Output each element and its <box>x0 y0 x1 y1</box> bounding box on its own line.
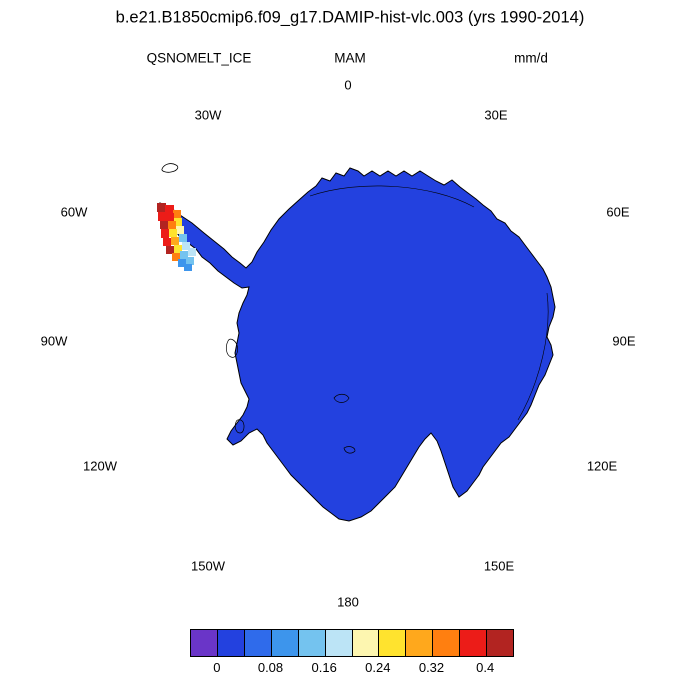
melt-patch <box>172 253 180 261</box>
melt-patch <box>163 238 171 246</box>
lon-label-60e: 60E <box>606 204 630 220</box>
colorbar-cell <box>244 630 272 656</box>
lon-label-150e: 150E <box>483 558 515 574</box>
colorbar-ticks: 0 0.08 0.16 0.24 0.32 0.4 <box>190 660 512 676</box>
lon-label-180: 180 <box>337 594 359 610</box>
colorbar-cell <box>406 630 434 656</box>
lon-label-30w: 30W <box>194 107 222 123</box>
melt-patch <box>173 210 181 218</box>
peninsula-melt-patches <box>157 203 196 271</box>
melt-patch <box>171 237 179 245</box>
melt-patch <box>188 248 196 256</box>
colorbar-tick-label: 0 <box>213 660 221 675</box>
colorbar-tick-label: 0.08 <box>257 660 284 675</box>
melt-patch <box>168 221 176 229</box>
melt-patch <box>160 221 168 229</box>
colorbar-tick-label: 0.16 <box>311 660 337 675</box>
melt-patch <box>182 242 190 250</box>
colorbar-tick-label: 0.24 <box>365 660 391 675</box>
melt-patch <box>158 212 166 221</box>
coastline-contours <box>309 185 549 421</box>
melt-patch <box>179 234 187 242</box>
melt-patch <box>184 264 192 271</box>
melt-patch <box>157 203 166 212</box>
melt-patch <box>166 213 174 221</box>
colorbar-cell <box>352 630 380 656</box>
melt-patch <box>166 246 174 254</box>
island-outline <box>161 163 179 173</box>
melt-patch <box>165 205 174 213</box>
figure-title: b.e21.B1850cmip6.f09_g17.DAMIP-hist-vlc.… <box>115 8 585 27</box>
colorbar-cell <box>460 630 488 656</box>
colorbar-cell <box>379 630 407 656</box>
colorbar-cell <box>487 630 514 656</box>
melt-patch <box>176 226 184 234</box>
units-label: mm/d <box>514 50 548 66</box>
lon-label-90e: 90E <box>612 333 636 349</box>
lon-label-0: 0 <box>344 77 352 93</box>
lon-label-90w: 90W <box>40 333 68 349</box>
grounding-line-contours <box>225 338 356 454</box>
season-label: MAM <box>334 50 366 66</box>
lon-label-150w: 150W <box>191 558 225 574</box>
melt-patch <box>169 229 177 237</box>
melt-patch <box>174 245 182 253</box>
colorbar-cell <box>217 630 245 656</box>
melt-patch <box>178 259 186 267</box>
lon-label-120w: 120W <box>83 458 117 474</box>
lon-label-60w: 60W <box>60 204 88 220</box>
colorbar-tick-label: 0.4 <box>476 660 495 675</box>
melt-patch <box>161 229 169 238</box>
antarctica-landmass <box>159 167 556 522</box>
colorbar <box>190 629 514 657</box>
lon-label-30e: 30E <box>484 107 508 123</box>
colorbar-cell <box>325 630 353 656</box>
lon-label-120e: 120E <box>586 458 618 474</box>
colorbar-cell <box>298 630 326 656</box>
colorbar-cell <box>433 630 461 656</box>
melt-patch <box>180 251 188 259</box>
melt-patch <box>174 218 182 226</box>
colorbar-cell <box>271 630 299 656</box>
melt-patch <box>186 257 194 265</box>
colorbar-tick-label: 0.32 <box>418 660 445 675</box>
variable-label: QSNOMELT_ICE <box>146 50 252 66</box>
colorbar-cell <box>191 630 218 656</box>
